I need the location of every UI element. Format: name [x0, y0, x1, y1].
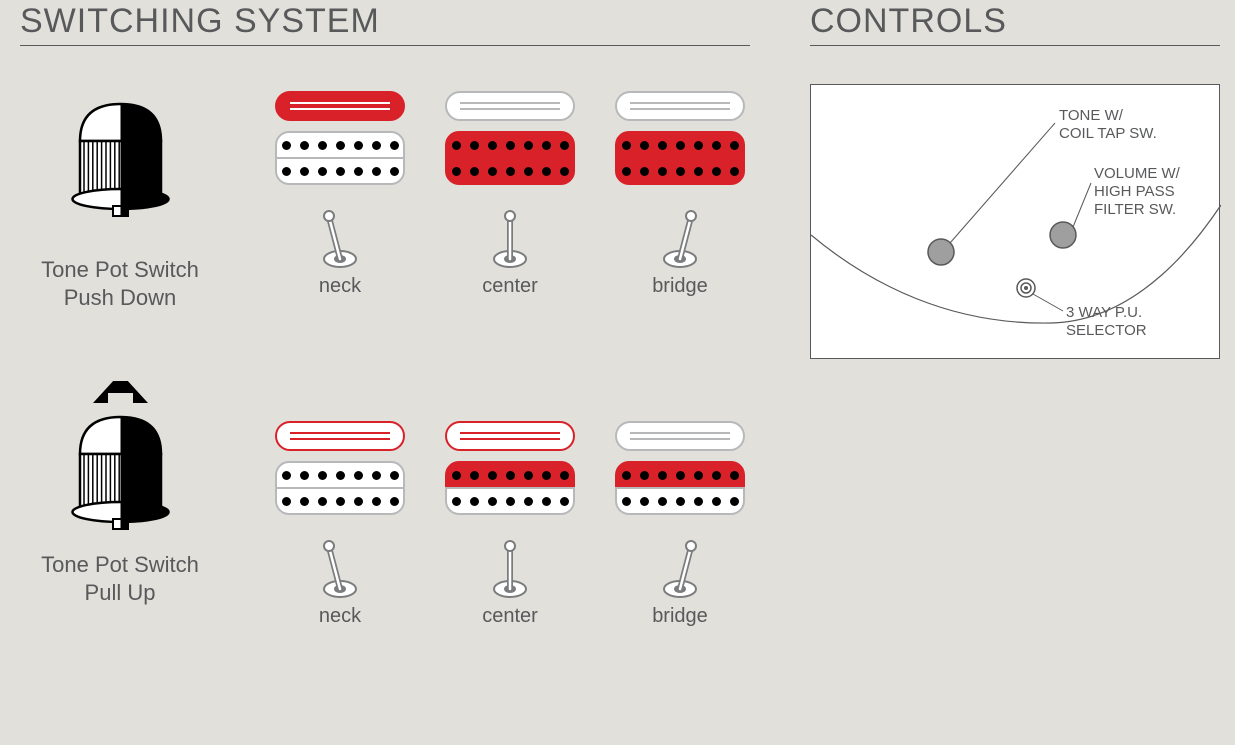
pos-label-neck: neck [319, 275, 361, 298]
pickup-col-center: center [440, 91, 580, 298]
tone-label: TONE W/ COIL TAP SW. [1059, 107, 1157, 143]
knob-label-1: Tone Pot SwitchPull Up [20, 551, 220, 606]
knob-block-0: Tone Pot SwitchPush Down [20, 86, 220, 311]
pickup-col-neck: neck [270, 421, 410, 628]
knob-block-1: Tone Pot SwitchPull Up [20, 381, 220, 606]
selector-label: 3 WAY P.U. SELECTOR [1066, 304, 1219, 340]
pickup-col-neck: neck [270, 91, 410, 298]
pickup-col-bridge: bridge [610, 421, 750, 628]
switching-title: SWITCHING SYSTEM [20, 2, 750, 46]
volume-label: VOLUME W/ HIGH PASS FILTER SW. [1094, 165, 1180, 219]
pos-label-bridge: bridge [652, 605, 708, 628]
pos-label-center: center [482, 605, 538, 628]
controls-diagram: TONE W/ COIL TAP SW. VOLUME W/ HIGH PASS… [810, 84, 1220, 359]
pickup-col-bridge: bridge [610, 91, 750, 298]
pos-label-neck: neck [319, 605, 361, 628]
pos-label-bridge: bridge [652, 275, 708, 298]
knob-label-0: Tone Pot SwitchPush Down [20, 256, 220, 311]
pos-label-center: center [482, 275, 538, 298]
pickup-col-center: center [440, 421, 580, 628]
controls-title: CONTROLS [810, 2, 1220, 46]
